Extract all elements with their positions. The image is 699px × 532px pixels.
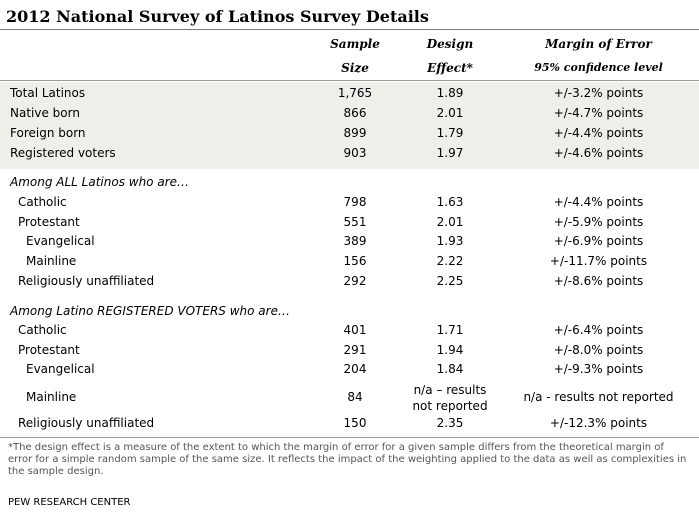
table-row: Mainline 84 n/a – results not reported n…	[0, 384, 699, 414]
row-label: Evangelical	[26, 362, 95, 376]
design-effect-line2: not reported	[412, 399, 488, 413]
sample-size: 798	[343, 195, 367, 209]
moe-header-line1: Margin of Error	[545, 37, 652, 51]
table-row: Religiously unaffiliated 292 2.25 +/-8.6…	[0, 272, 699, 292]
design-effect: 2.35	[436, 416, 464, 430]
row-label: Registered voters	[10, 146, 116, 160]
design-effect: 2.01	[436, 215, 464, 229]
design-effect: 1.89	[436, 86, 464, 100]
row-label: Catholic	[18, 195, 67, 209]
design-effect: 1.84	[436, 362, 464, 376]
totals-band	[0, 82, 699, 169]
design-effect: 1.93	[436, 234, 464, 248]
design-effect: 1.71	[436, 323, 464, 337]
sample-size: 551	[343, 215, 367, 229]
table-row: Mainline 156 2.22 +/-11.7% points	[0, 252, 699, 272]
source-label: PEW RESEARCH CENTER	[8, 497, 131, 508]
sample-size: 401	[343, 323, 367, 337]
design-effect-line1: n/a – results	[413, 383, 487, 397]
table-row: Evangelical 389 1.93 +/-6.9% points	[0, 232, 699, 252]
margin-of-error: +/-4.7% points	[553, 106, 644, 120]
design-effect: 2.25	[436, 274, 464, 288]
design-effect: 1.63	[436, 195, 464, 209]
design-effect: 2.22	[436, 254, 464, 268]
margin-of-error: +/-3.2% points	[553, 86, 644, 100]
table-row: Protestant 291 1.94 +/-8.0% points	[0, 341, 699, 361]
group-heading-registered-voters: Among Latino REGISTERED VOTERS who are…	[10, 304, 290, 318]
sample-size: 866	[343, 106, 367, 120]
design-header-line2: Effect*	[427, 61, 473, 75]
margin-of-error: +/-6.9% points	[553, 234, 644, 248]
sample-size: 204	[343, 362, 367, 376]
row-label: Foreign born	[10, 126, 86, 140]
sample-size: 150	[343, 416, 367, 430]
row-label: Religiously unaffiliated	[18, 416, 155, 430]
table-row: Protestant 551 2.01 +/-5.9% points	[0, 213, 699, 233]
row-label: Native born	[10, 106, 80, 120]
margin-of-error: +/-11.7% points	[549, 254, 648, 268]
design-effect: 2.01	[436, 106, 464, 120]
row-label: Total Latinos	[10, 86, 86, 100]
margin-of-error: +/-8.6% points	[553, 274, 644, 288]
row-label: Mainline	[26, 390, 77, 404]
table-row: Religiously unaffiliated 150 2.35 +/-12.…	[0, 414, 699, 434]
margin-of-error: +/-9.3% points	[553, 362, 644, 376]
row-label: Protestant	[18, 215, 80, 229]
sample-size: 156	[343, 254, 367, 268]
margin-of-error: n/a - results not reported	[523, 390, 674, 404]
sample-size: 389	[343, 234, 367, 248]
margin-of-error: +/-4.4% points	[553, 195, 644, 209]
header-divider	[0, 80, 699, 81]
group-heading-all: Among ALL Latinos who are…	[10, 175, 190, 189]
margin-of-error: +/-5.9% points	[553, 215, 644, 229]
sample-size: 903	[343, 146, 367, 160]
table-row: Registered voters 903 1.97 +/-4.6% point…	[0, 144, 699, 164]
margin-of-error: +/-8.0% points	[553, 343, 644, 357]
row-label: Evangelical	[26, 234, 95, 248]
table-row: Foreign born 899 1.79 +/-4.4% points	[0, 124, 699, 144]
design-header-line1: Design	[426, 37, 474, 51]
table-bottom-divider	[0, 437, 699, 438]
sample-size: 291	[343, 343, 367, 357]
row-label: Mainline	[26, 254, 77, 268]
sample-size: 84	[347, 390, 363, 404]
margin-of-error: +/-6.4% points	[553, 323, 644, 337]
sample-size: 899	[343, 126, 367, 140]
sample-size: 292	[343, 274, 367, 288]
title-divider	[0, 29, 699, 30]
table-row: Evangelical 204 1.84 +/-9.3% points	[0, 360, 699, 380]
page-title: 2012 National Survey of Latinos Survey D…	[6, 7, 429, 26]
sample-header-line1: Sample	[330, 37, 380, 51]
table-row: Native born 866 2.01 +/-4.7% points	[0, 104, 699, 124]
margin-of-error: +/-4.6% points	[553, 146, 644, 160]
footnote: *The design effect is a measure of the e…	[8, 442, 687, 477]
sample-size: 1,765	[337, 86, 373, 100]
design-effect: 1.94	[436, 343, 464, 357]
sample-header-line2: Size	[341, 61, 369, 75]
margin-of-error: +/-4.4% points	[553, 126, 644, 140]
table-row: Catholic 401 1.71 +/-6.4% points	[0, 321, 699, 341]
margin-of-error: +/-12.3% points	[549, 416, 648, 430]
row-label: Religiously unaffiliated	[18, 274, 155, 288]
moe-header-line2: 95% confidence level	[534, 61, 663, 74]
row-label: Catholic	[18, 323, 67, 337]
design-effect: 1.97	[436, 146, 464, 160]
row-label: Protestant	[18, 343, 80, 357]
table-row: Catholic 798 1.63 +/-4.4% points	[0, 193, 699, 213]
design-effect: 1.79	[436, 126, 464, 140]
table-row: Total Latinos 1,765 1.89 +/-3.2% points	[0, 84, 699, 104]
